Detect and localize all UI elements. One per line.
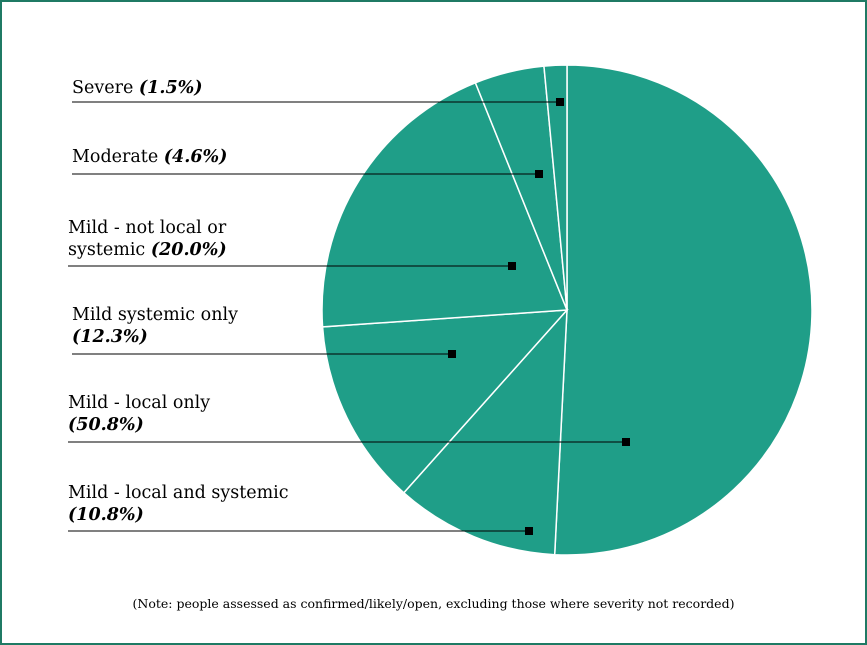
leader-mild-systemic-only-marker xyxy=(448,350,456,358)
label-mild-systemic-only-pct: (12.3%) xyxy=(72,327,148,347)
slice-mild-local-and-systemic xyxy=(402,307,568,556)
label-moderate-name: Moderate xyxy=(72,147,159,167)
label-severe-pct: (1.5%) xyxy=(138,78,203,98)
leader-mild-local-only-marker xyxy=(622,438,630,446)
leader-moderate-marker xyxy=(535,170,543,178)
label-mild-local-only-name: Mild - local only xyxy=(68,393,211,413)
leader-mild-not-local-marker xyxy=(508,262,516,270)
label-severe: Severe (1.5%) xyxy=(72,77,203,99)
label-mild-local-and-systemic-pct: (10.8%) xyxy=(68,505,144,525)
slice-severe xyxy=(543,64,568,311)
label-severe-name: Severe xyxy=(72,78,134,98)
leader-mild-systemic-only xyxy=(72,350,456,358)
leader-mild-local-and-systemic xyxy=(68,527,533,535)
label-mild-not-local-line1: Mild - not local or xyxy=(68,218,227,238)
slice-mild-systemic-only xyxy=(321,309,569,494)
chart-note: (Note: people assessed as confirmed/like… xyxy=(132,596,735,611)
leader-mild-not-local xyxy=(68,262,516,270)
leader-severe xyxy=(72,98,564,106)
label-mild-systemic-only-name: Mild systemic only xyxy=(72,305,238,325)
label-mild-local-and-systemic-name: Mild - local and systemic xyxy=(68,483,289,503)
leader-mild-local-only xyxy=(68,438,630,446)
leader-moderate xyxy=(72,170,543,178)
slice-mild-local-only xyxy=(553,64,813,556)
label-mild-local-only-pct: (50.8%) xyxy=(68,415,144,435)
label-mild-local-only: Mild - local only (50.8%) xyxy=(68,392,210,436)
label-mild-not-local-pct: (20.0%) xyxy=(150,240,227,260)
label-moderate-pct: (4.6%) xyxy=(163,147,228,167)
label-moderate: Moderate (4.6%) xyxy=(72,146,227,168)
leader-severe-marker xyxy=(556,98,564,106)
label-mild-not-local-line2: systemic xyxy=(68,240,146,260)
label-mild-not-local-or-systemic: Mild - not local or systemic (20.0%) xyxy=(68,217,227,261)
label-mild-local-and-systemic: Mild - local and systemic (10.8%) xyxy=(68,482,289,526)
label-mild-systemic-only: Mild systemic only (12.3%) xyxy=(72,304,238,348)
leader-mild-local-and-systemic-marker xyxy=(525,527,533,535)
